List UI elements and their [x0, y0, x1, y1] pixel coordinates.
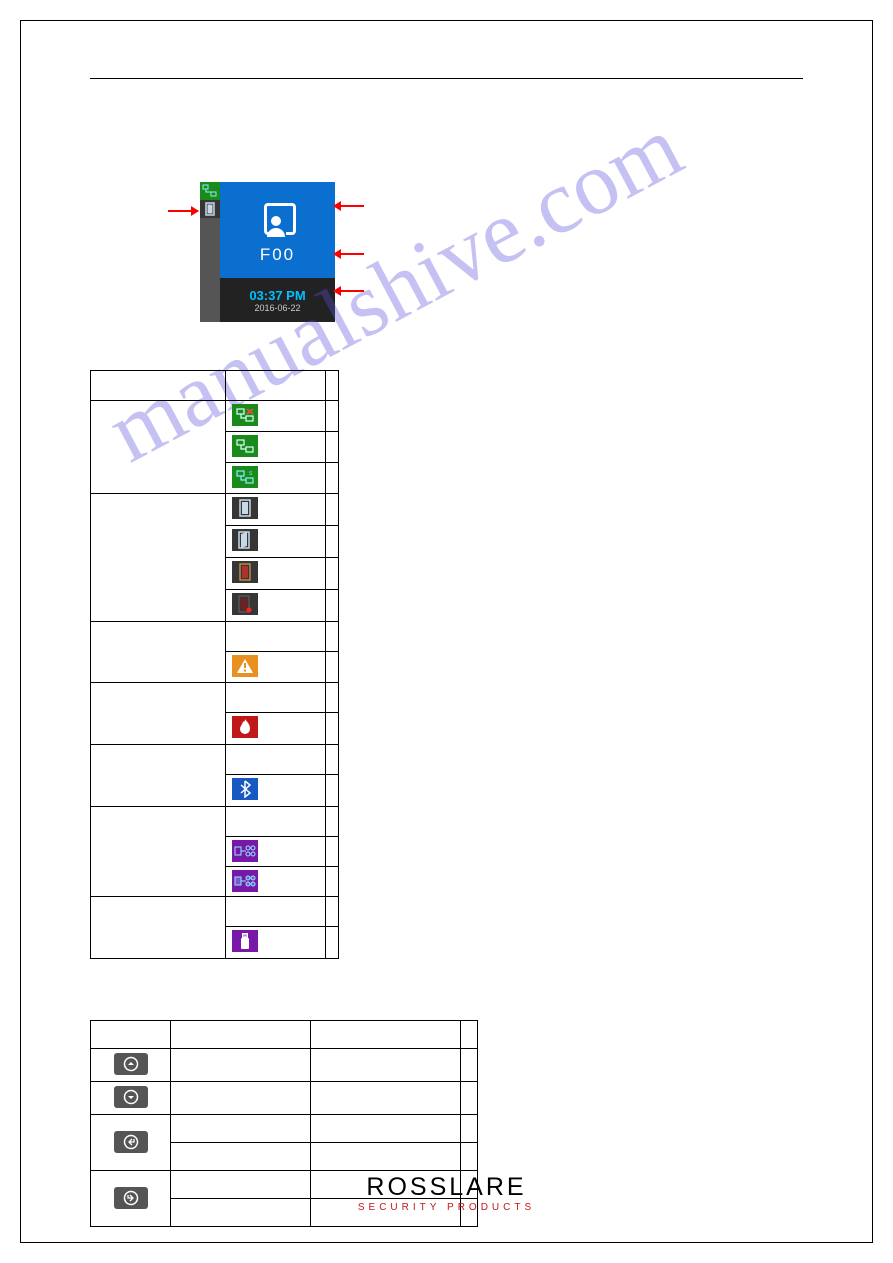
back-key[interactable]: [114, 1131, 148, 1153]
device-screen: F00 03:37 PM 2016-06-22: [200, 182, 335, 322]
device-date: 2016-06-22: [254, 303, 300, 313]
arrow-indicator: [334, 205, 364, 207]
door-alarm-icon: [232, 561, 258, 583]
logo-sub: SECURITY PRODUCTS: [0, 1202, 893, 1213]
device-main: F00 03:37 PM 2016-06-22: [220, 182, 335, 322]
device-lower: 03:37 PM 2016-06-22: [220, 278, 335, 322]
down-key[interactable]: [114, 1086, 148, 1108]
up-key[interactable]: [114, 1053, 148, 1075]
door-closed-icon: [232, 497, 258, 519]
warning-icon: [232, 655, 258, 677]
door-open-icon: [232, 529, 258, 551]
user-icon: [254, 197, 302, 241]
door-forced-icon: [232, 593, 258, 615]
svg-text:S: S: [249, 471, 253, 477]
bluetooth-icon: [232, 778, 258, 800]
arrow-indicator: [334, 290, 364, 292]
network-server-icon: S: [232, 466, 258, 488]
arrow-indicator: [334, 253, 364, 255]
device-sidebar: [200, 182, 220, 322]
usb-icon: [232, 930, 258, 952]
logo: ROSSLARE SECURITY PRODUCTS: [0, 1173, 893, 1213]
network-icon: [200, 182, 220, 200]
osdp-2-icon: [232, 870, 258, 892]
osdp-1-icon: [232, 840, 258, 862]
door-icon: [200, 200, 220, 218]
fire-icon: [232, 716, 258, 738]
icon-table: S: [90, 370, 339, 959]
device-time: 03:37 PM: [249, 288, 305, 303]
arrow-indicator: [168, 210, 198, 212]
device-mode-label: F00: [260, 245, 295, 265]
header-rule: [90, 78, 803, 79]
network-connected-icon: [232, 435, 258, 457]
network-disconnected-icon: [232, 404, 258, 426]
device-upper: F00: [220, 182, 335, 278]
logo-main: ROSSLARE: [0, 1173, 893, 1202]
